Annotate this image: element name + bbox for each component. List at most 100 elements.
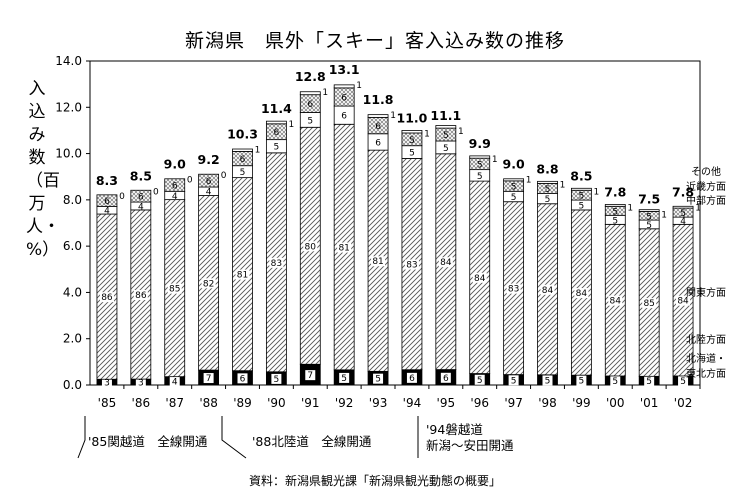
share-label-bg: [135, 377, 146, 388]
segment-other: [333, 84, 355, 89]
share-label-bg: [167, 283, 182, 294]
share-label-bg: [642, 298, 657, 309]
annotation-kanetsu: '85関越道 全線開通: [88, 434, 208, 449]
total-label: 11.1: [430, 108, 461, 123]
share-label-bg: [371, 256, 386, 267]
share-label: 81: [237, 271, 248, 281]
share-label-bg: [508, 375, 519, 386]
total-label: 8.5: [130, 168, 152, 183]
segment-other: [265, 120, 287, 125]
x-tick-label: '89: [233, 396, 252, 410]
y-tick-label: 4.0: [63, 285, 82, 299]
legend-entry: 北海道・: [686, 352, 726, 365]
share-label: 5: [612, 377, 618, 387]
share-label: 3: [104, 379, 110, 389]
share-label: 5: [579, 202, 585, 212]
legend-entry: 関東方面: [686, 286, 726, 299]
share-label: 6: [206, 177, 212, 187]
share-label-bg: [540, 284, 555, 295]
segment-kinki: [96, 194, 118, 207]
segment-other: [503, 178, 525, 182]
y-tick-label: 8.0: [63, 193, 82, 207]
share-label: 81: [338, 244, 349, 254]
share-label-bg: [133, 290, 148, 301]
share-label: 5: [477, 160, 483, 170]
y-tick-label: 0.0: [63, 378, 82, 392]
y-tick-label: 14.0: [55, 54, 82, 68]
share-label: 1: [255, 146, 261, 156]
segment-other: [367, 114, 389, 118]
share-label: 1: [492, 155, 498, 165]
share-label-bg: [610, 375, 621, 386]
share-label: 5: [545, 376, 551, 386]
share-label: 6: [104, 197, 110, 207]
x-tick-label: '87: [165, 396, 184, 410]
y-tick-label: 10.0: [55, 147, 82, 161]
annotation-hokuriku: '88北陸道 全線開通: [252, 434, 372, 449]
segment-other: [435, 125, 457, 129]
share-label: 5: [341, 374, 347, 384]
share-label: 5: [274, 143, 280, 153]
share-label: 4: [172, 377, 178, 387]
share-label-bg: [269, 257, 284, 268]
share-label: 1: [322, 88, 328, 98]
segment-other: [604, 204, 626, 207]
share-label: 5: [511, 183, 517, 193]
share-label-bg: [676, 295, 691, 306]
legend-entry: 中部方面: [686, 194, 726, 207]
annotation-banetsu: '94磐越道: [426, 422, 483, 437]
share-label: 1: [695, 203, 701, 213]
share-label-bg: [440, 372, 451, 383]
share-label-bg: [678, 375, 689, 386]
total-label: 11.4: [261, 101, 292, 116]
total-label: 12.8: [295, 69, 326, 84]
share-label: 6: [375, 138, 381, 148]
share-label: 5: [511, 376, 517, 386]
share-label: 1: [594, 187, 600, 197]
annotation-brackets: [77, 416, 419, 459]
share-label: 5: [612, 207, 618, 217]
annotation-bracket-88: [221, 416, 247, 459]
x-tick-label: '93: [369, 396, 388, 410]
segment-kinki: [164, 178, 186, 192]
share-label: 5: [680, 209, 686, 219]
share-label: 5: [579, 192, 585, 202]
legend-entry: その他: [691, 165, 721, 178]
share-label-bg: [373, 373, 384, 384]
legend-entry: 近畿方面: [686, 180, 726, 193]
segment-other: [299, 91, 321, 96]
share-label: 6: [172, 182, 178, 192]
legend-entry: 北陸方面: [686, 333, 726, 346]
total-label: 9.0: [164, 157, 186, 172]
segment-other: [469, 155, 491, 159]
share-label: 5: [680, 377, 686, 387]
source-note: 資料：新潟県観光課「新潟県観光動態の概要」: [248, 474, 501, 488]
share-label-bg: [203, 373, 214, 384]
x-tick-label: '99: [572, 396, 591, 410]
share-label: 82: [203, 279, 214, 289]
share-label: 84: [576, 289, 588, 299]
segment-kinki: [130, 189, 152, 203]
share-label: 5: [274, 375, 280, 385]
share-label-bg: [438, 257, 453, 268]
total-label: 10.3: [227, 127, 258, 142]
share-label: 0: [221, 171, 227, 181]
x-tick-label: '01: [640, 396, 659, 410]
share-label: 1: [627, 203, 633, 213]
share-label: 5: [646, 221, 652, 231]
share-label: 84: [677, 297, 689, 307]
share-label-bg: [608, 295, 623, 306]
share-label: 85: [643, 299, 654, 309]
share-label-bg: [644, 376, 655, 387]
share-label: 4: [680, 217, 686, 227]
share-label-bg: [303, 241, 318, 252]
share-label: 1: [458, 127, 464, 137]
share-label: 84: [440, 258, 452, 268]
share-label-bg: [404, 259, 419, 270]
x-tick-label: '97: [504, 396, 523, 410]
x-tick-label: '88: [199, 396, 218, 410]
share-label-bg: [305, 370, 316, 381]
share-label: 84: [474, 274, 486, 284]
share-label: 5: [240, 168, 246, 178]
total-label: 9.0: [503, 157, 525, 172]
